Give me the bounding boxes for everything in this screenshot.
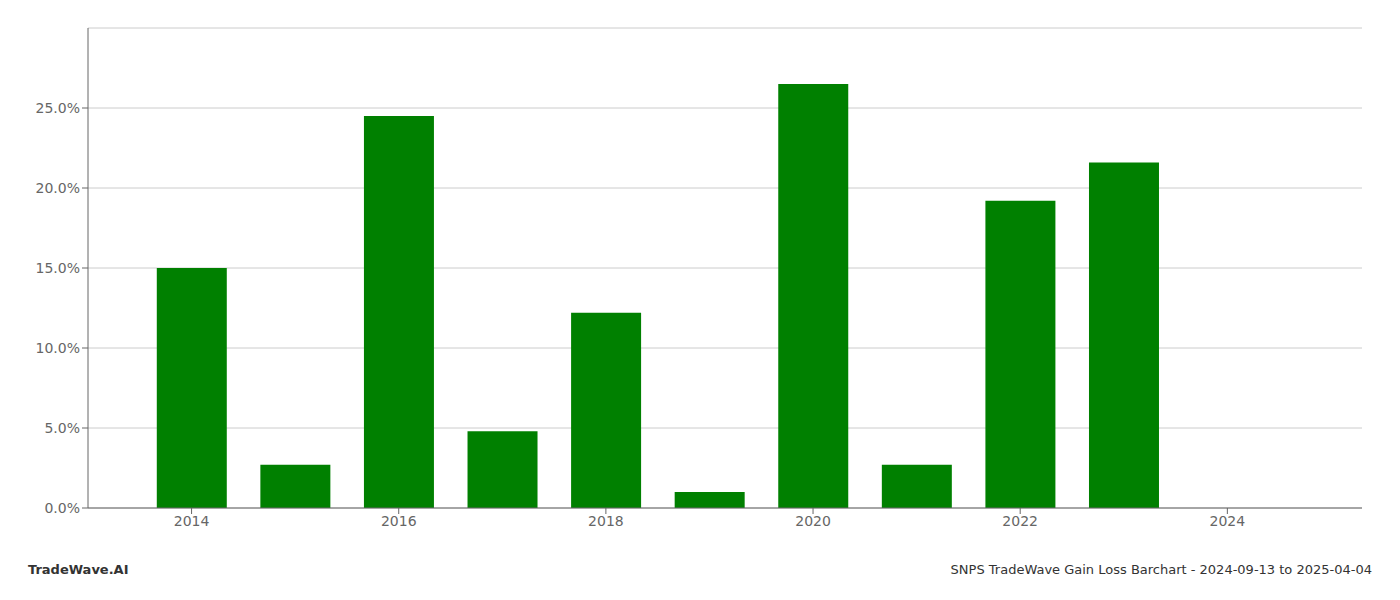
svg-text:2014: 2014 (174, 513, 210, 529)
svg-text:20.0%: 20.0% (36, 180, 80, 196)
svg-text:2016: 2016 (381, 513, 417, 529)
svg-text:2022: 2022 (1002, 513, 1038, 529)
svg-text:25.0%: 25.0% (36, 100, 80, 116)
svg-text:2024: 2024 (1210, 513, 1246, 529)
svg-text:5.0%: 5.0% (44, 420, 80, 436)
svg-text:10.0%: 10.0% (36, 340, 80, 356)
svg-text:0.0%: 0.0% (44, 500, 80, 516)
svg-text:2020: 2020 (795, 513, 831, 529)
html-text:TradeWave.AI: TradeWave.AI (28, 562, 129, 577)
svg-text:2018: 2018 (588, 513, 624, 529)
svg-text:15.0%: 15.0% (36, 260, 80, 276)
html-text:SNPS TradeWave Gain Loss Barch: SNPS TradeWave Gain Loss Barchart - 2024… (950, 562, 1372, 577)
